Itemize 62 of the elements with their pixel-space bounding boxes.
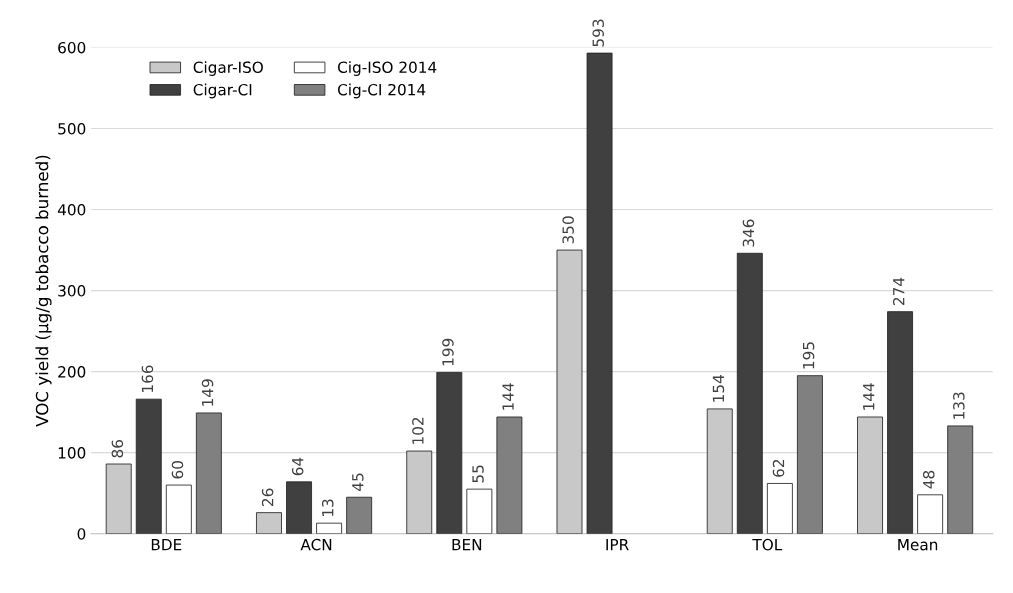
- data-label: 60: [171, 461, 184, 479]
- data-label: 86: [111, 439, 124, 458]
- data-label: 144: [863, 383, 875, 410]
- legend-label: Cig-CI 2014: [337, 83, 426, 99]
- bar: [406, 450, 433, 534]
- data-label: 149: [201, 379, 214, 406]
- y-tick-label: 400: [57, 203, 86, 216]
- x-tick-label: TOL: [752, 538, 783, 551]
- data-label: 274: [892, 277, 905, 305]
- data-label: 13: [321, 499, 334, 516]
- x-tick-label: ACN: [300, 538, 332, 551]
- bar: [586, 52, 613, 534]
- bar: [286, 481, 312, 534]
- data-label: 346: [742, 219, 755, 247]
- bar: [165, 484, 192, 534]
- data-label: 64: [291, 457, 304, 476]
- bar: [316, 522, 343, 534]
- x-tick-label: BDE: [151, 539, 182, 551]
- x-tick-label: BEN: [452, 539, 482, 551]
- bar: [195, 412, 222, 534]
- bar: [766, 483, 793, 534]
- legend-label: Cig-ISO 2014: [337, 61, 437, 76]
- data-label: 350: [562, 216, 574, 244]
- x-tick-label: IPR: [606, 539, 629, 551]
- y-axis-title: VOC yield (µg/g tobacco burned): [35, 155, 52, 427]
- bar: [436, 372, 463, 534]
- bar: [556, 249, 583, 534]
- y-tick-label: 200: [58, 366, 86, 378]
- y-tick-label: 100: [58, 447, 86, 459]
- data-label: 144: [502, 383, 514, 410]
- x-tick-label: Mean: [898, 539, 938, 551]
- y-tick-label: 0: [77, 528, 86, 540]
- data-label: 45: [352, 473, 364, 491]
- data-label: 154: [712, 375, 725, 402]
- data-label: 199: [442, 338, 454, 366]
- bar: [256, 512, 282, 534]
- bar: [496, 416, 523, 534]
- bar: [947, 425, 974, 534]
- bar: [105, 463, 132, 534]
- bar: [857, 416, 883, 534]
- bar: [736, 252, 763, 534]
- y-tick-label: 300: [58, 285, 86, 297]
- data-label: 102: [412, 417, 424, 444]
- data-label: 195: [802, 342, 815, 369]
- data-label: 62: [772, 459, 785, 477]
- bar: [466, 488, 493, 534]
- data-label: 48: [923, 470, 935, 489]
- data-label: 133: [953, 392, 965, 419]
- data-label: 26: [261, 488, 274, 506]
- data-label: 166: [141, 365, 154, 392]
- data-label: 593: [592, 19, 604, 47]
- data-label: 55: [472, 465, 484, 483]
- y-tick-label: 500: [58, 122, 86, 135]
- legend-label: Cigar-CI: [193, 83, 252, 99]
- bar: [706, 408, 733, 534]
- bar: [346, 496, 373, 534]
- bar: [917, 494, 944, 534]
- y-tick-label: 600: [58, 41, 86, 54]
- bar: [796, 375, 823, 534]
- bar: [887, 311, 914, 534]
- bar: [135, 398, 162, 534]
- legend-label: Cigar-ISO: [193, 61, 263, 76]
